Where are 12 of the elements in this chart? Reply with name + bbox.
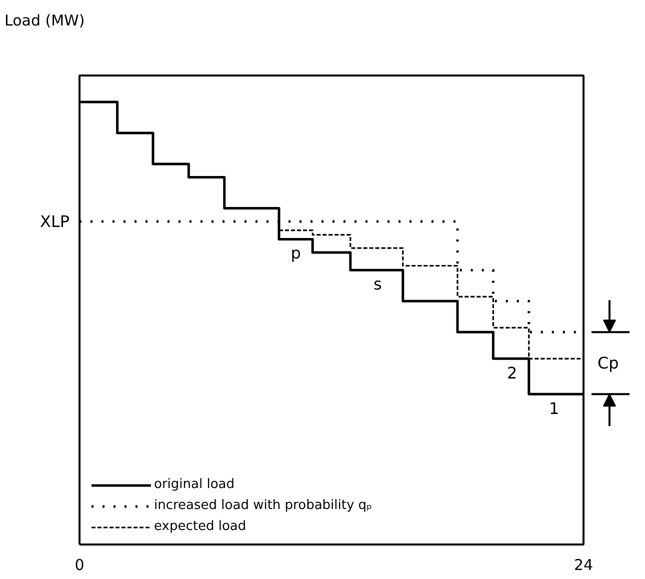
x-tick-label: 24 [574, 556, 594, 574]
annotation: 1 [549, 399, 560, 418]
y-axis-title: Load (MW) [4, 12, 85, 30]
annotation: XLP [40, 212, 70, 232]
legend-label: original load [154, 477, 235, 492]
annotation: s [374, 274, 382, 294]
legend-label: expected load [154, 519, 246, 534]
annotation: p [290, 244, 301, 263]
x-tick-label: 0 [74, 556, 84, 574]
annotation: 2 [507, 364, 518, 383]
legend-label: increased load with probability qₚ [154, 498, 372, 513]
annotation: Cp [598, 354, 619, 373]
